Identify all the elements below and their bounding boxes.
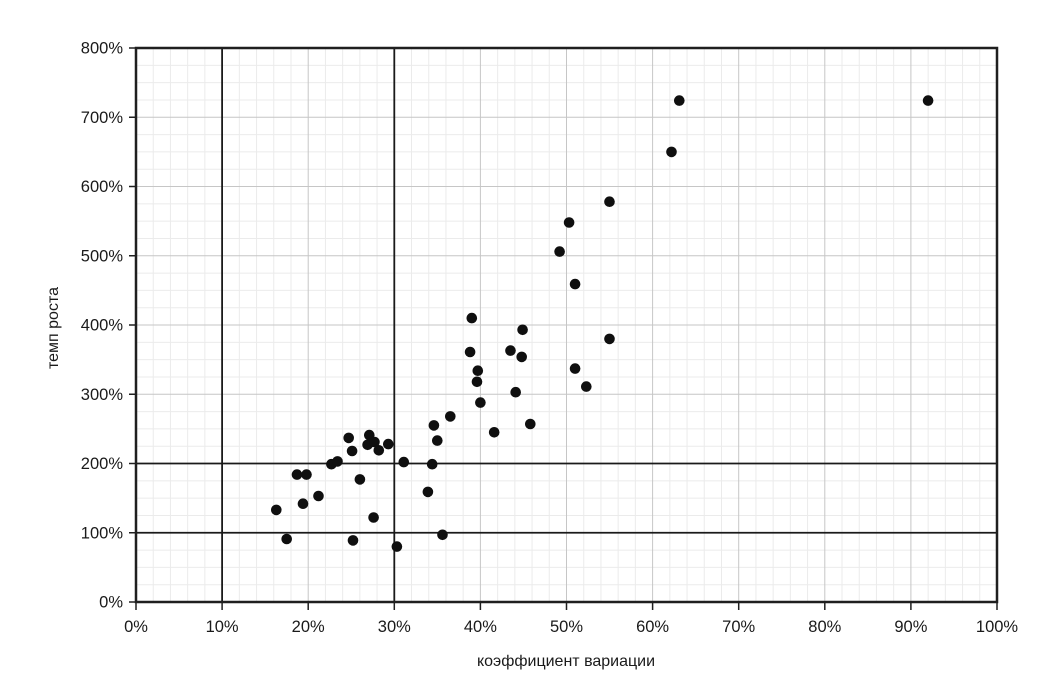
reference-lines xyxy=(136,48,997,602)
data-point xyxy=(569,363,581,374)
data-point xyxy=(271,504,282,516)
plot-border xyxy=(134,46,999,604)
x-tick-label: 20% xyxy=(292,618,325,636)
data-point xyxy=(563,217,575,228)
major-grid xyxy=(135,47,998,603)
data-point xyxy=(569,278,581,290)
data-point xyxy=(347,535,359,546)
y-tick-label: 200% xyxy=(81,455,124,473)
data-point xyxy=(554,246,565,257)
data-point xyxy=(604,333,615,345)
data-point xyxy=(354,474,366,485)
y-axis-title: темп роста xyxy=(45,287,62,369)
plot-frame xyxy=(134,46,999,604)
data-point xyxy=(297,498,309,510)
data-point xyxy=(471,376,483,388)
data-point xyxy=(432,435,443,446)
data-point xyxy=(422,486,434,498)
x-tick-labels: 0% 10% 20% 30% 40% 50% 60% 70% 80% 90% 100% xyxy=(124,618,1018,636)
data-point xyxy=(301,469,312,480)
data-point xyxy=(332,456,343,467)
x-tick-label: 50% xyxy=(550,618,583,636)
data-point xyxy=(391,541,403,552)
data-point xyxy=(426,458,438,470)
axis-ticks xyxy=(129,47,998,610)
y-tick-label: 0% xyxy=(99,594,123,612)
data-point xyxy=(505,345,516,356)
y-tick-label: 500% xyxy=(81,247,124,265)
data-point xyxy=(281,533,293,545)
data-point xyxy=(674,95,685,106)
x-tick-label: 60% xyxy=(636,618,669,636)
data-points xyxy=(271,95,934,552)
data-point xyxy=(373,445,385,456)
data-point xyxy=(510,386,521,398)
data-point xyxy=(517,324,528,336)
data-point xyxy=(291,469,303,480)
x-tick-label: 90% xyxy=(894,618,927,636)
x-tick-label: 10% xyxy=(206,618,239,636)
data-point xyxy=(525,418,536,430)
data-point xyxy=(398,456,410,468)
x-tick-label: 40% xyxy=(464,618,497,636)
data-point xyxy=(516,351,527,363)
x-axis-title: коэффициент вариации xyxy=(476,653,656,670)
data-point xyxy=(428,420,440,431)
data-point xyxy=(313,490,324,502)
data-point xyxy=(472,365,484,377)
data-point xyxy=(445,411,456,422)
y-tick-labels: 0% 100% 200% 300% 400% 500% 600% 700% 800% xyxy=(81,40,124,612)
data-point xyxy=(437,529,448,541)
x-tick-label: 30% xyxy=(378,618,411,636)
data-point xyxy=(488,427,500,438)
data-point xyxy=(368,512,379,523)
y-tick-label: 600% xyxy=(81,178,124,196)
data-point xyxy=(475,397,486,408)
y-tick-label: 400% xyxy=(81,317,124,335)
data-point xyxy=(922,95,934,106)
x-tick-label: 0% xyxy=(124,618,148,636)
data-point xyxy=(343,432,355,444)
x-tick-label: 80% xyxy=(808,618,841,636)
data-point xyxy=(466,312,478,324)
data-point xyxy=(666,146,677,158)
y-tick-label: 300% xyxy=(81,386,124,404)
y-tick-label: 700% xyxy=(81,109,124,127)
data-point xyxy=(464,346,476,358)
x-tick-label: 70% xyxy=(722,618,755,636)
data-point xyxy=(581,381,592,392)
data-point xyxy=(346,445,358,457)
data-point xyxy=(604,196,615,207)
y-tick-label: 800% xyxy=(81,40,124,58)
data-point xyxy=(369,436,380,448)
y-tick-label: 100% xyxy=(81,524,124,542)
x-tick-label: 100% xyxy=(976,618,1019,636)
data-point xyxy=(383,438,394,450)
